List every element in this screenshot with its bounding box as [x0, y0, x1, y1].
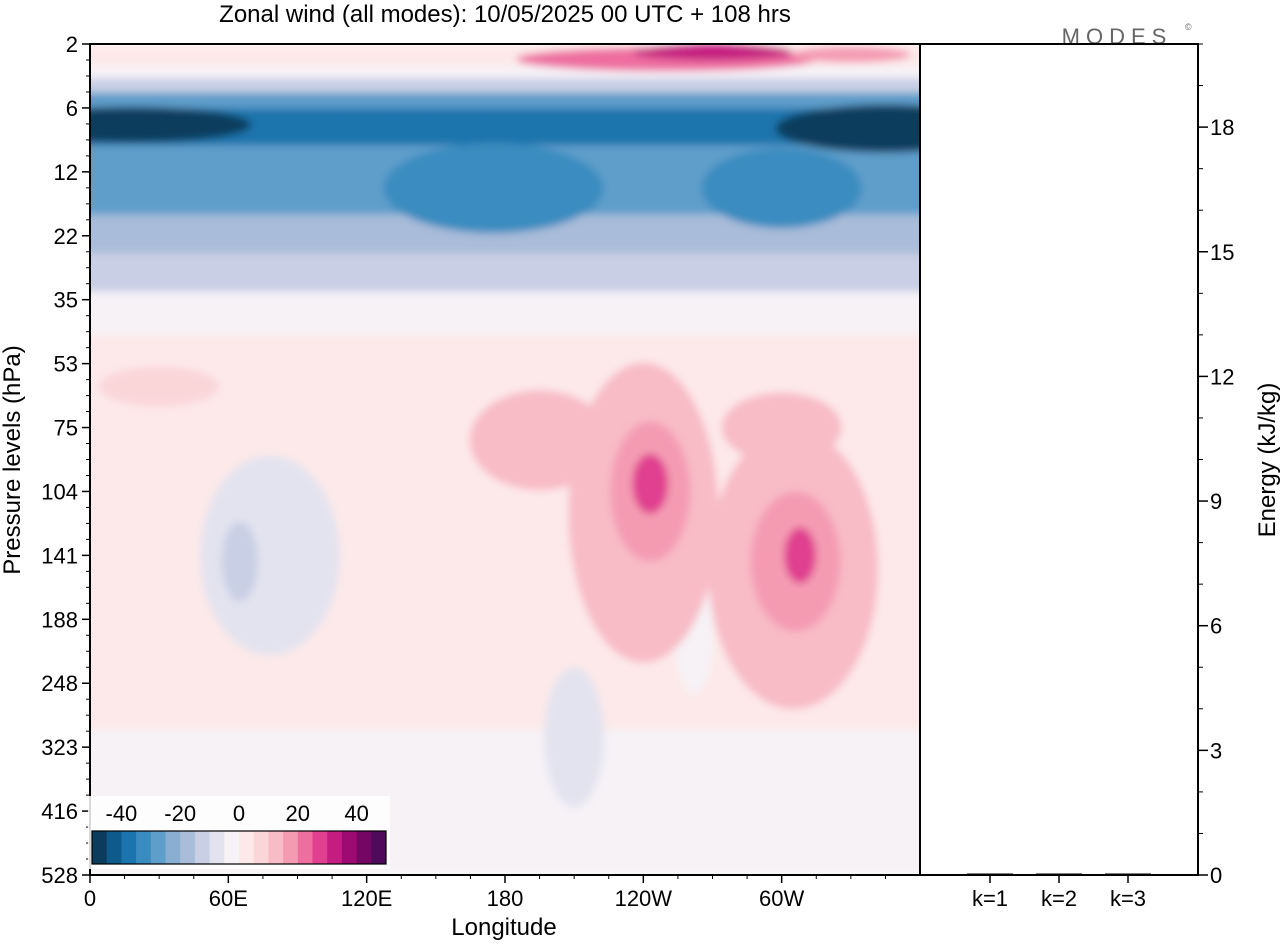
y-tick-label-12: 12 [54, 160, 78, 185]
y-tick-label-528: 528 [41, 863, 78, 888]
colorbar-swatch [136, 831, 152, 864]
y-tick-label-141: 141 [41, 543, 78, 568]
colorbar-swatch [356, 831, 372, 864]
heat-easterly-pocket-core [221, 521, 258, 602]
energy-bars [967, 873, 1151, 875]
energy-tick-label-18: 18 [1210, 115, 1234, 140]
colorbar-label--40: -40 [106, 801, 138, 826]
chart-title: Zonal wind (all modes): 10/05/2025 00 UT… [219, 1, 791, 28]
energy-bar-k=3 [1105, 873, 1151, 875]
heat-jet-200-outer [469, 390, 610, 491]
mode-label-k=3: k=3 [1110, 886, 1146, 911]
heat-band-strat-4 [90, 92, 920, 108]
pressure-axis: 2 6 12 22 35 53 75 104 141 188 248 323 416 528 [41, 32, 90, 888]
longitude-axis: 0 60E 120E 180 120W 60W [84, 875, 886, 911]
energy-bar-k=1 [967, 873, 1013, 875]
heat-band-tropopause [90, 291, 920, 335]
y-tick-label-75: 75 [54, 416, 78, 441]
energy-axis: 0 3 6 9 12 15 18 [1198, 43, 1234, 888]
heat-westerly-top-core [632, 44, 793, 61]
x-tick-label-180: 180 [487, 886, 524, 911]
energy-bar-chart: 0 3 6 9 12 15 18 k=1 k=2 k=3 [919, 43, 1234, 911]
energy-tick-label-9: 9 [1210, 489, 1222, 514]
heat-midlat-east [721, 392, 842, 463]
heatmap-field [90, 44, 920, 875]
colorbar-swatch [312, 831, 328, 864]
x-axis-label: Longitude [451, 914, 556, 941]
x-tick-label-120E: 120E [341, 886, 392, 911]
colorbar-swatch [150, 831, 166, 864]
bar-panel-frame [919, 43, 1199, 876]
colorbar-swatch [209, 831, 225, 864]
x-tick-label-60W: 60W [759, 886, 804, 911]
colorbar-label-0: 0 [233, 801, 245, 826]
y-tick-label-35: 35 [54, 288, 78, 313]
colorbar-frame [91, 830, 387, 865]
y-tick-label-188: 188 [41, 607, 78, 632]
colorbar-swatch [92, 831, 108, 864]
colorbar-swatch [180, 831, 196, 864]
y-tick-label-416: 416 [41, 799, 78, 824]
zonal-wind-heatmap [90, 44, 920, 875]
modes-logo-mark: © [1185, 22, 1192, 32]
colorbar-swatch [341, 831, 358, 864]
y-tick-label-53: 53 [54, 352, 78, 377]
heat-westerly-top-east [790, 46, 911, 63]
colorbar-swatch [121, 831, 137, 864]
y-axis-label: Pressure levels (hPa) [0, 345, 26, 574]
heat-band-strat-6 [90, 65, 920, 79]
colorbar-swatch [268, 831, 284, 864]
colorbar-swatch [327, 831, 343, 864]
y-tick-label-2: 2 [66, 32, 78, 57]
heat-jet-50w-core [784, 527, 817, 584]
x-tick-label-120W: 120W [615, 886, 673, 911]
y-tick-label-323: 323 [41, 735, 78, 760]
colorbar-swatch [239, 831, 255, 864]
heat-upper-trop-west [99, 366, 220, 407]
colorbar-swatch [253, 831, 269, 864]
colorbar-swatch [297, 831, 313, 864]
heat-easterly-lobe-180 [383, 143, 604, 234]
colorbar-swatch [106, 831, 122, 864]
heat-easterly-core-west [90, 106, 252, 143]
x-tick-label-0: 0 [84, 886, 96, 911]
mode-label-k=1: k=1 [972, 886, 1008, 911]
x-tick-label-60E: 60E [209, 886, 248, 911]
energy-tick-label-0: 0 [1210, 863, 1222, 888]
colorbar-swatch [371, 831, 387, 864]
colorbar-swatch [165, 831, 181, 864]
heat-easterly-lobe-300 [701, 148, 862, 229]
heat-easterly-core-east [775, 104, 920, 153]
mode-axis: k=1 k=2 k=3 [972, 875, 1146, 911]
energy-axis-label: Energy (kJ/kg) [1254, 383, 1280, 538]
y-tick-label-248: 248 [41, 671, 78, 696]
energy-tick-label-15: 15 [1210, 240, 1234, 265]
colorbar-label-20: 20 [286, 801, 310, 826]
colorbar: -40 -20 0 20 40 [88, 796, 390, 869]
y-tick-label-104: 104 [41, 479, 78, 504]
colorbar-swatch [224, 831, 240, 864]
mode-label-k=2: k=2 [1041, 886, 1077, 911]
heat-jet-115w-core [632, 453, 669, 514]
colorbar-swatch [194, 831, 211, 864]
colorbar-swatch [283, 831, 299, 864]
heat-band-strat-5 [90, 78, 920, 93]
energy-bar-k=2 [1036, 873, 1082, 875]
y-tick-label-22: 22 [54, 224, 78, 249]
energy-tick-label-6: 6 [1210, 614, 1222, 639]
heat-weak-easterly-210 [544, 667, 605, 808]
y-tick-label-6: 6 [66, 96, 78, 121]
colorbar-label--20: -20 [164, 801, 196, 826]
energy-tick-label-3: 3 [1210, 738, 1222, 763]
heat-easterly-core-mid [252, 112, 573, 145]
energy-tick-label-12: 12 [1210, 364, 1234, 389]
colorbar-label-40: 40 [344, 801, 368, 826]
heat-band-lower-strat [90, 253, 920, 292]
